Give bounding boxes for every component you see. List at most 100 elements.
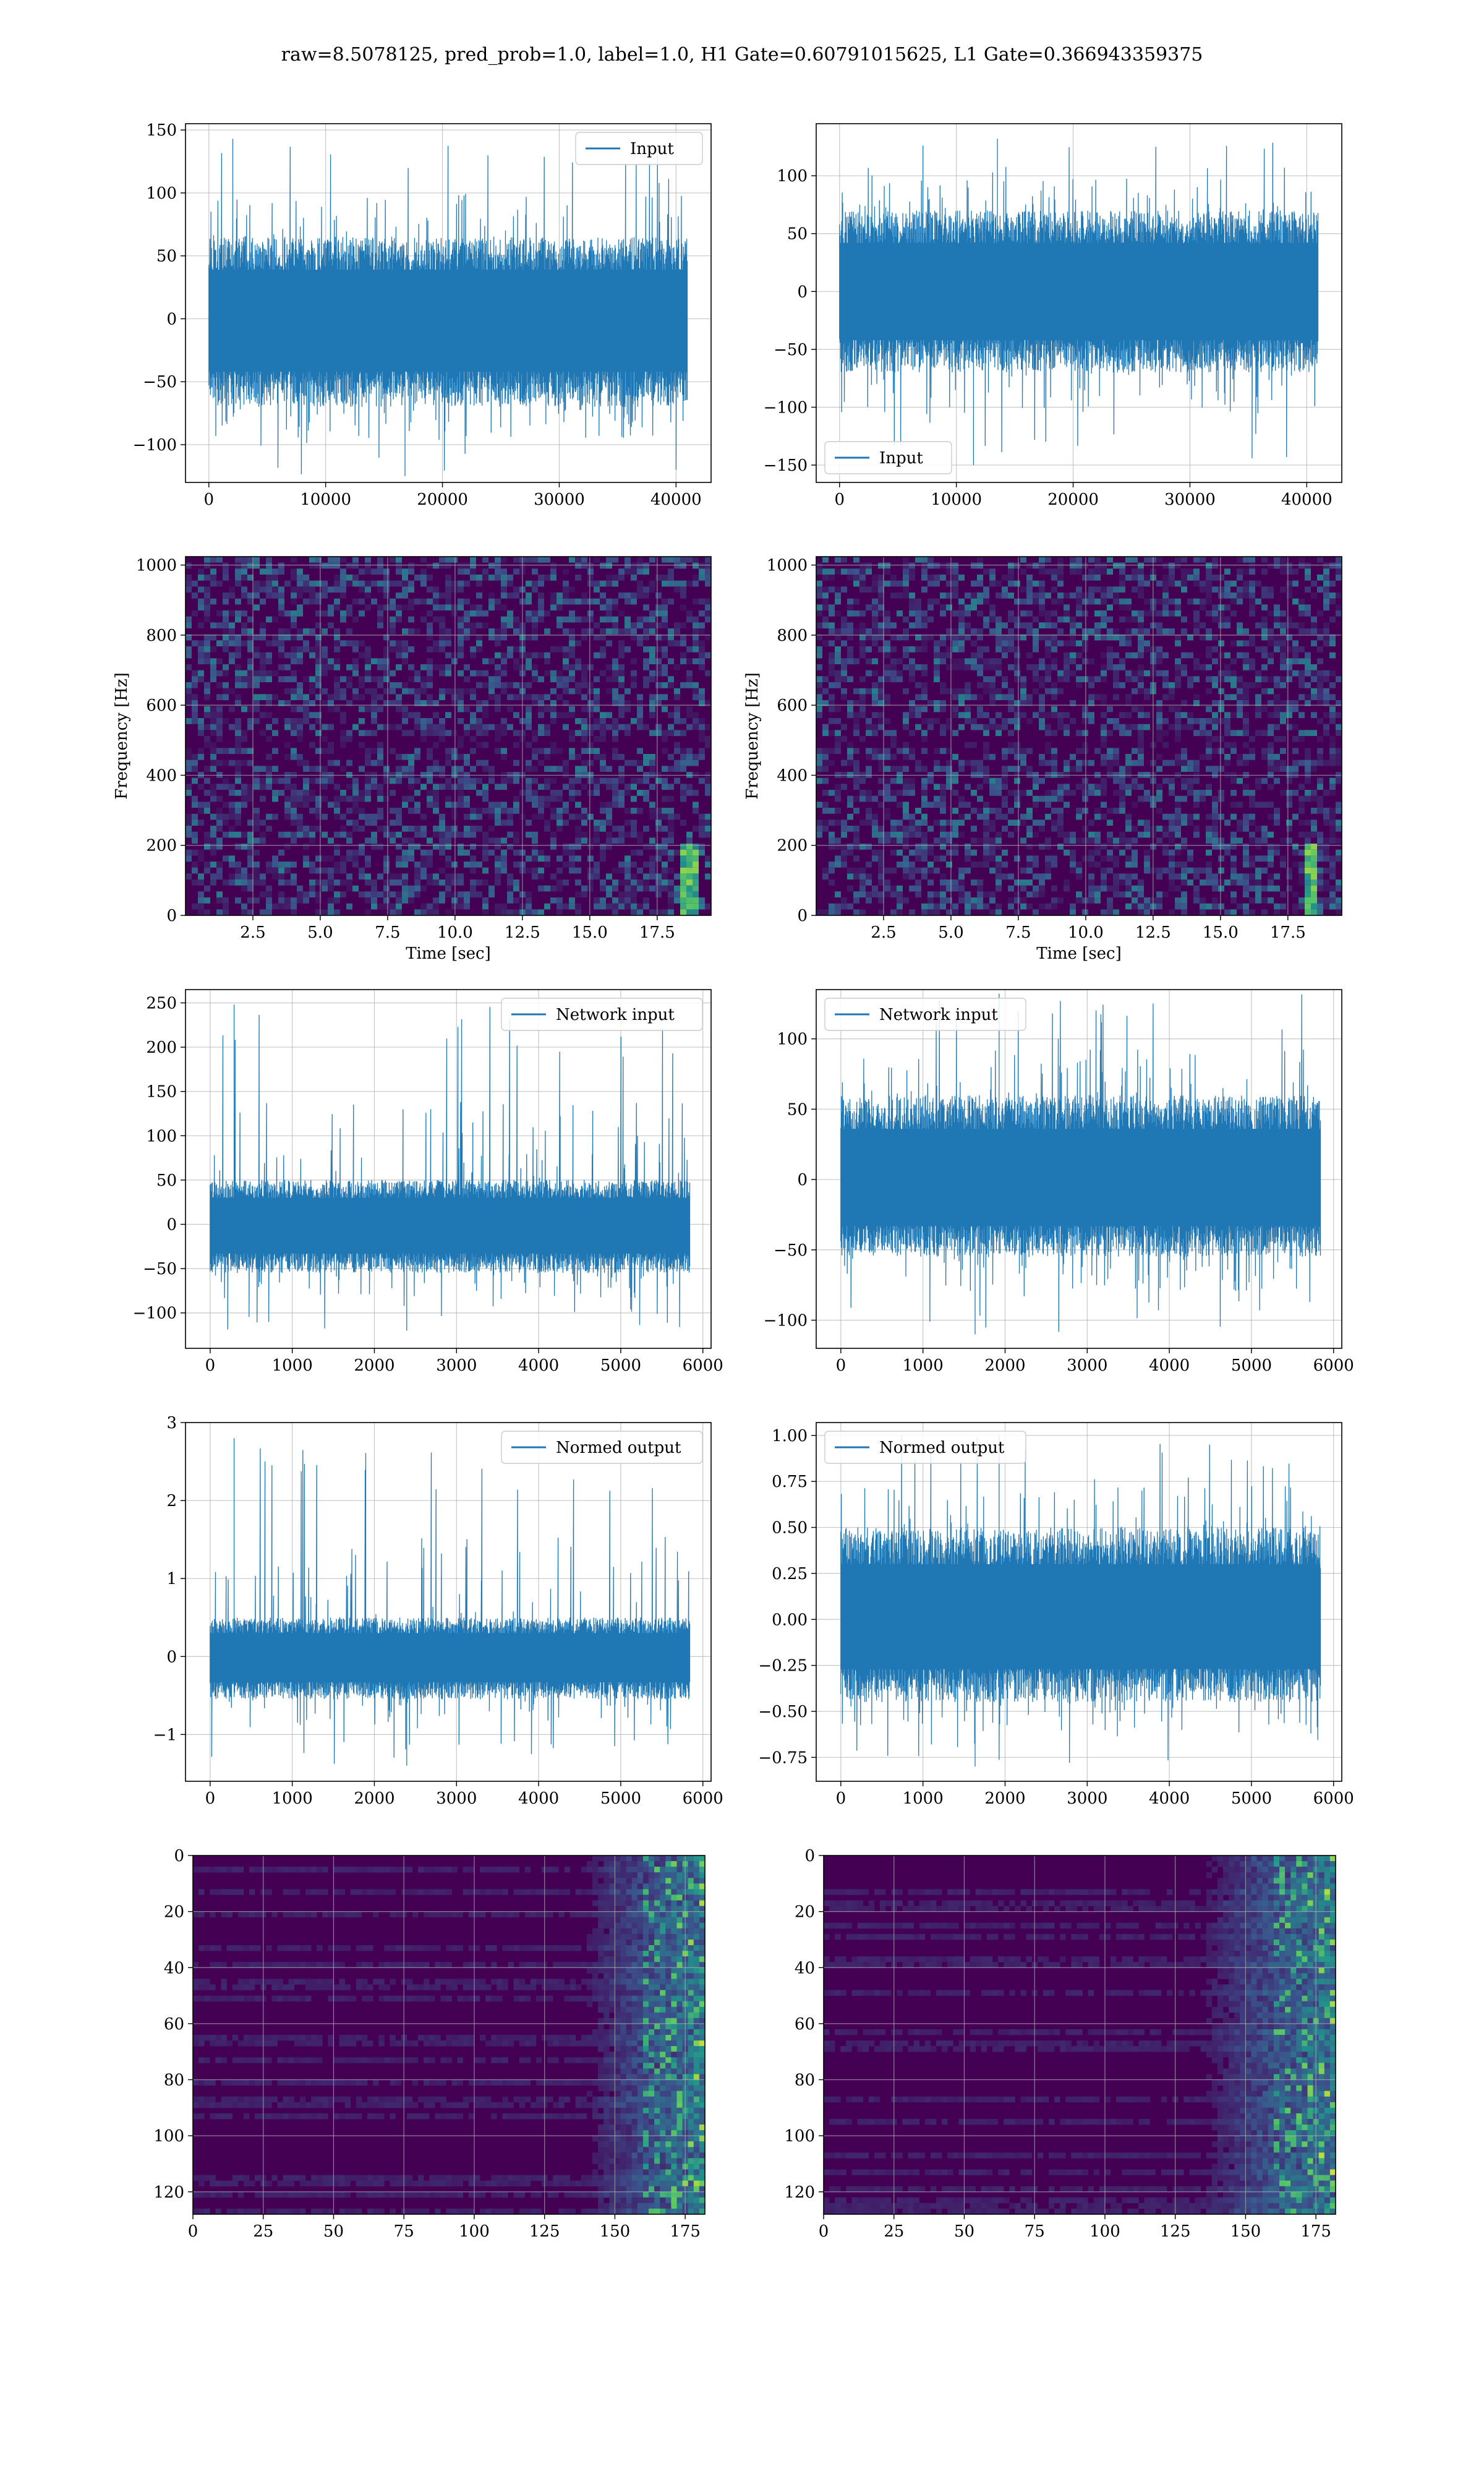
spectrogram-cell <box>1107 646 1113 653</box>
spectrogram-cell <box>816 766 822 772</box>
spectrogram-cell <box>291 676 297 682</box>
spectrogram-cell <box>1212 837 1218 844</box>
spectrogram-cell <box>526 867 532 874</box>
spectrogram-cell <box>1082 646 1088 653</box>
spectrogram-cell <box>1088 891 1094 897</box>
spectrogram-cell <box>921 557 927 563</box>
spectrogram-cell <box>1243 909 1249 915</box>
spectrogram-cell <box>637 777 643 784</box>
spectrogram-cell <box>433 766 439 772</box>
spectrogram-cell <box>829 760 835 766</box>
spectrogram-cell <box>835 628 841 635</box>
spectrogram-cell <box>272 813 278 820</box>
spectrogram-cell <box>1045 742 1051 748</box>
spectrogram-cell <box>1101 676 1107 682</box>
spectrogram-cell <box>1218 718 1224 724</box>
spectrogram-cell <box>1138 593 1144 599</box>
spectrogram-cell <box>563 586 569 593</box>
spectrogram-cell <box>216 712 223 718</box>
spectrogram-cell <box>1076 760 1082 766</box>
spectrogram-cell <box>1261 676 1268 682</box>
spectrogram-cell <box>470 670 476 677</box>
spectrogram-cell <box>1076 867 1082 874</box>
spectrogram-cell <box>247 844 254 850</box>
spectrogram-cell <box>1119 831 1125 838</box>
spectrogram-cell <box>1218 676 1224 682</box>
spectrogram-cell <box>1045 855 1051 862</box>
spectrogram-cell <box>396 593 402 599</box>
spectrogram-cell <box>247 557 254 563</box>
spectrogram-cell <box>266 885 272 892</box>
spectrogram-cell <box>637 724 643 730</box>
spectrogram-cell <box>291 813 297 820</box>
spectrogram-cell <box>915 724 921 730</box>
spectrogram-cell <box>890 831 897 838</box>
spectrogram-cell <box>878 760 884 766</box>
spectrogram-cell <box>853 795 859 802</box>
spectrogram-cell <box>1261 664 1268 670</box>
spectrogram-cell <box>1169 885 1175 892</box>
spectrogram-cell <box>346 736 352 742</box>
spectrogram-cell <box>414 867 420 874</box>
spectrogram-cell <box>1002 748 1008 754</box>
spectrogram-cell <box>581 670 587 677</box>
spectrogram-cell <box>1033 593 1039 599</box>
spectrogram-cell <box>600 718 606 724</box>
spectrogram-cell <box>284 724 291 730</box>
spectrogram-cell <box>260 652 266 659</box>
spectrogram-cell <box>309 682 315 688</box>
spectrogram-cell <box>1280 766 1286 772</box>
spectrogram-cell <box>390 748 396 754</box>
spectrogram-cell <box>495 562 501 569</box>
spectrogram-cell <box>940 831 946 838</box>
spectrogram-cell <box>965 849 971 856</box>
spectrogram-cell <box>631 562 637 569</box>
spectrogram-cell <box>445 754 451 760</box>
spectrogram-cell <box>1249 795 1255 802</box>
spectrogram-cell <box>315 634 322 641</box>
spectrogram-cell <box>866 586 872 593</box>
spectrogram-cell <box>822 909 829 915</box>
spectrogram-cell <box>1064 880 1070 886</box>
spectrogram-cell <box>1082 790 1088 796</box>
spectrogram-cell <box>841 640 847 646</box>
spectrogram-cell <box>822 826 829 832</box>
spectrogram-cell <box>1039 880 1045 886</box>
spectrogram-cell <box>414 598 420 605</box>
spectrogram-cell <box>352 790 359 796</box>
spectrogram-cell <box>247 885 254 892</box>
spectrogram-cell <box>921 784 927 790</box>
spectrogram-cell <box>841 724 847 730</box>
spectrogram-cell <box>1008 831 1014 838</box>
spectrogram-cell <box>600 652 606 659</box>
spectrogram-cell <box>352 826 359 832</box>
spectrogram-cell <box>1107 730 1113 736</box>
spectrogram-cell <box>631 568 637 575</box>
spectrogram-cell <box>1002 873 1008 880</box>
spectrogram-cell <box>340 742 346 748</box>
spectrogram-cell <box>618 652 625 659</box>
y-tick-label: −100 <box>764 398 808 417</box>
spectrogram-cell <box>334 604 340 610</box>
spectrogram-cell <box>1101 670 1107 677</box>
spectrogram-cell <box>989 604 996 610</box>
spectrogram-cell <box>297 646 303 653</box>
spectrogram-cell <box>841 557 847 563</box>
spectrogram-cell <box>1224 616 1230 623</box>
spectrogram-cell <box>921 795 927 802</box>
spectrogram-cell <box>488 694 495 700</box>
spectrogram-cell <box>1070 652 1076 659</box>
spectrogram-cell <box>890 777 897 784</box>
spectrogram-cell <box>1230 676 1237 682</box>
spectrogram-cell <box>903 688 909 695</box>
spectrogram-cell <box>1082 760 1088 766</box>
spectrogram-cell <box>996 670 1002 677</box>
spectrogram-cell <box>464 730 470 736</box>
spectrogram-cell <box>1193 557 1200 563</box>
spectrogram-cell <box>1181 820 1187 826</box>
spectrogram-cell <box>278 849 284 856</box>
spectrogram-cell <box>186 820 192 826</box>
spectrogram-cell <box>1224 604 1230 610</box>
spectrogram-cell <box>1039 873 1045 880</box>
spectrogram-cell <box>915 706 921 713</box>
